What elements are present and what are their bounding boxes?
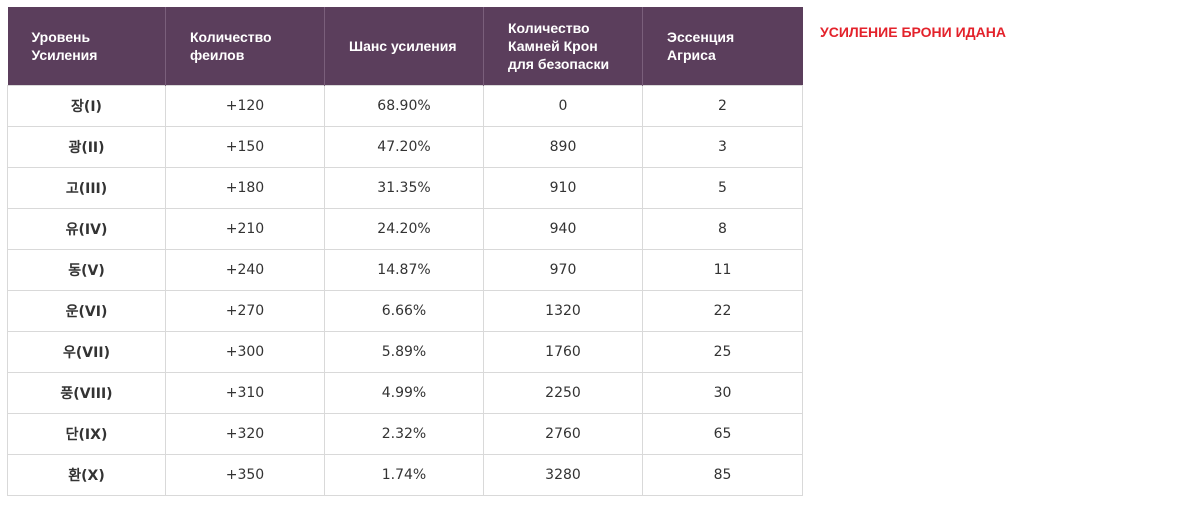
- cell-level: 동(V): [7, 248, 166, 291]
- cell-essence: 65: [642, 412, 803, 455]
- cell-cron-stones: 1760: [483, 330, 643, 373]
- cell-essence: 2: [642, 84, 803, 127]
- cell-level: 우(VII): [7, 330, 166, 373]
- cell-chance: 31.35%: [324, 166, 484, 209]
- cell-cron-stones: 1320: [483, 289, 643, 332]
- cell-cron-stones: 0: [483, 84, 643, 127]
- table-row: 고(III) +180 31.35% 910 5: [7, 166, 803, 209]
- table-row: 환(X) +350 1.74% 3280 85: [7, 453, 803, 496]
- table-row: 유(IV) +210 24.20% 940 8: [7, 207, 803, 250]
- cell-chance: 24.20%: [324, 207, 484, 250]
- table-row: 운(VI) +270 6.66% 1320 22: [7, 289, 803, 332]
- header-agris-essence: Эссенция Агриса: [642, 7, 803, 85]
- table-row: 광(II) +150 47.20% 890 3: [7, 125, 803, 168]
- cell-chance: 4.99%: [324, 371, 484, 414]
- cell-cron-stones: 3280: [483, 453, 643, 496]
- cell-cron-stones: 2250: [483, 371, 643, 414]
- cell-level: 단(IX): [7, 412, 166, 455]
- table-row: 장(I) +120 68.90% 0 2: [7, 84, 803, 127]
- cell-fail-count: +350: [165, 453, 325, 496]
- table-row: 단(IX) +320 2.32% 2760 65: [7, 412, 803, 455]
- cell-fail-count: +310: [165, 371, 325, 414]
- cell-fail-count: +240: [165, 248, 325, 291]
- cell-level: 유(IV): [7, 207, 166, 250]
- cell-level: 광(II): [7, 125, 166, 168]
- cell-essence: 11: [642, 248, 803, 291]
- header-fail-count: Количество феилов: [165, 7, 325, 85]
- cell-chance: 14.87%: [324, 248, 484, 291]
- cell-level: 고(III): [7, 166, 166, 209]
- cell-fail-count: +150: [165, 125, 325, 168]
- header-enhance-level: Уровень Усиления: [7, 7, 166, 85]
- table-row: 동(V) +240 14.87% 970 11: [7, 248, 803, 291]
- cell-essence: 5: [642, 166, 803, 209]
- cell-fail-count: +180: [165, 166, 325, 209]
- cell-essence: 22: [642, 289, 803, 332]
- table-row: 풍(VIII) +310 4.99% 2250 30: [7, 371, 803, 414]
- table-body: 장(I) +120 68.90% 0 2 광(II) +150 47.20% 890 3 고(III…: [7, 84, 803, 496]
- cell-fail-count: +300: [165, 330, 325, 373]
- cell-level: 풍(VIII): [7, 371, 166, 414]
- cell-fail-count: +270: [165, 289, 325, 332]
- table-header-row: Уровень Усиления Количество феилов Шанс …: [7, 7, 803, 85]
- page-title: УСИЛЕНИЕ БРОНИ ИДАНА: [820, 24, 1006, 40]
- cell-level: 운(VI): [7, 289, 166, 332]
- header-cron-stones: Количество Камней Крон для безопаски: [483, 7, 643, 85]
- cell-level: 장(I): [7, 84, 166, 127]
- cell-fail-count: +320: [165, 412, 325, 455]
- cell-essence: 3: [642, 125, 803, 168]
- cell-cron-stones: 890: [483, 125, 643, 168]
- table-row: 우(VII) +300 5.89% 1760 25: [7, 330, 803, 373]
- cell-level: 환(X): [7, 453, 166, 496]
- cell-cron-stones: 940: [483, 207, 643, 250]
- cell-cron-stones: 2760: [483, 412, 643, 455]
- cell-fail-count: +120: [165, 84, 325, 127]
- cell-chance: 5.89%: [324, 330, 484, 373]
- cell-chance: 6.66%: [324, 289, 484, 332]
- cell-fail-count: +210: [165, 207, 325, 250]
- enhancement-table: Уровень Усиления Количество феилов Шанс …: [7, 7, 803, 496]
- cell-essence: 85: [642, 453, 803, 496]
- cell-chance: 47.20%: [324, 125, 484, 168]
- cell-essence: 25: [642, 330, 803, 373]
- cell-cron-stones: 970: [483, 248, 643, 291]
- cell-essence: 8: [642, 207, 803, 250]
- cell-chance: 2.32%: [324, 412, 484, 455]
- cell-chance: 68.90%: [324, 84, 484, 127]
- cell-cron-stones: 910: [483, 166, 643, 209]
- header-success-chance: Шанс усиления: [324, 7, 484, 85]
- cell-chance: 1.74%: [324, 453, 484, 496]
- cell-essence: 30: [642, 371, 803, 414]
